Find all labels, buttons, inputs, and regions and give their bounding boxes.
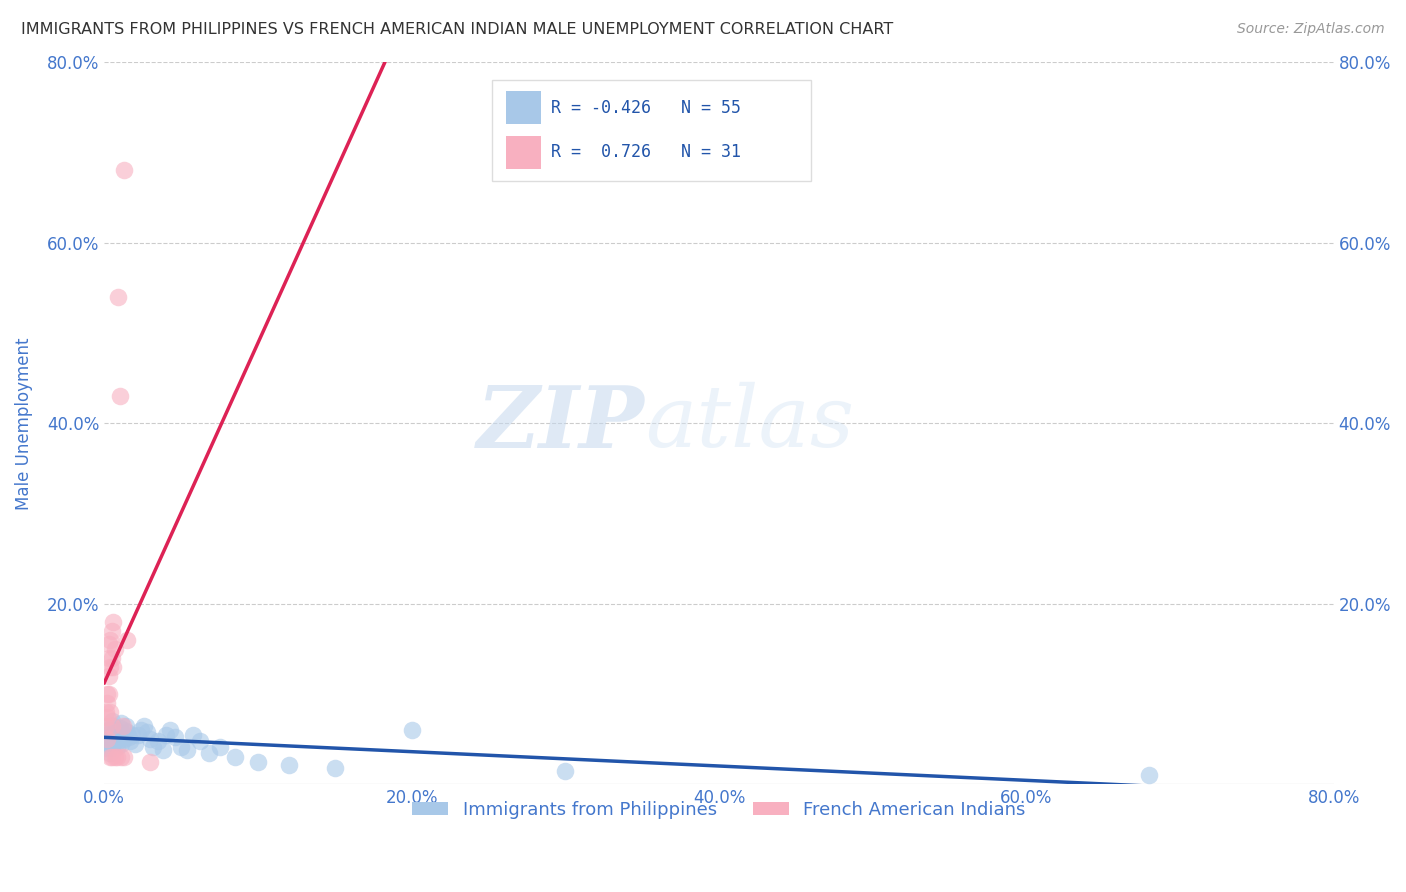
Point	[112, 750, 135, 764]
Point	[224, 750, 246, 764]
Point	[146, 734, 169, 748]
Point	[118, 731, 141, 745]
Text: Source: ZipAtlas.com: Source: ZipAtlas.com	[1237, 22, 1385, 37]
Y-axis label: Male Unemployment: Male Unemployment	[15, 337, 32, 509]
Point	[97, 687, 120, 701]
Point	[105, 739, 128, 754]
Point	[103, 660, 125, 674]
Point	[136, 725, 159, 739]
Point	[103, 719, 125, 733]
Point	[104, 642, 127, 657]
Text: atlas: atlas	[645, 382, 855, 465]
Point	[323, 761, 346, 775]
Point	[554, 764, 576, 778]
Point	[110, 737, 132, 751]
Point	[100, 746, 122, 760]
Point	[108, 731, 131, 745]
Point	[100, 705, 122, 719]
Point	[107, 290, 129, 304]
Point	[127, 728, 149, 742]
Point	[100, 750, 122, 764]
Point	[246, 755, 269, 769]
Point	[103, 737, 125, 751]
Point	[120, 734, 142, 748]
Point	[111, 719, 134, 733]
Point	[104, 723, 127, 738]
Point	[94, 705, 117, 719]
Point	[96, 687, 118, 701]
Point	[100, 632, 122, 647]
Point	[112, 732, 135, 747]
Point	[96, 709, 118, 723]
Point	[104, 734, 127, 748]
Point	[96, 741, 118, 756]
Point	[176, 743, 198, 757]
Point	[96, 728, 118, 742]
Point	[277, 757, 299, 772]
Bar	[506, 136, 541, 169]
Point	[101, 624, 124, 638]
Point	[108, 722, 131, 736]
Point	[111, 728, 134, 742]
Point	[108, 389, 131, 403]
Point	[96, 732, 118, 747]
Point	[97, 737, 120, 751]
Text: ZIP: ZIP	[477, 382, 645, 465]
Point	[104, 750, 127, 764]
Point	[142, 739, 165, 754]
Point	[163, 731, 186, 745]
Point	[134, 719, 156, 733]
Point	[188, 734, 211, 748]
Point	[139, 755, 162, 769]
Point	[105, 750, 128, 764]
Point	[101, 651, 124, 665]
Point	[1137, 768, 1160, 782]
Point	[124, 737, 146, 751]
Point	[112, 163, 135, 178]
Point	[97, 638, 120, 652]
Point	[97, 669, 120, 683]
Point	[152, 743, 174, 757]
Point	[101, 714, 124, 729]
Point	[197, 746, 219, 760]
Point	[94, 719, 117, 733]
Point	[94, 732, 117, 747]
Point	[105, 728, 128, 742]
Legend: Immigrants from Philippines, French American Indians: Immigrants from Philippines, French Amer…	[405, 794, 1033, 826]
Point	[208, 739, 231, 754]
Point	[114, 719, 136, 733]
Point	[97, 651, 120, 665]
Point	[155, 728, 177, 742]
Point	[401, 723, 423, 738]
Point	[103, 615, 125, 629]
Text: R = -0.426   N = 55: R = -0.426 N = 55	[551, 99, 741, 117]
Point	[101, 728, 124, 742]
Point	[159, 723, 181, 738]
Point	[129, 723, 152, 738]
Point	[110, 750, 132, 764]
Point	[183, 728, 205, 742]
Point	[117, 632, 139, 647]
Point	[101, 719, 124, 733]
Bar	[506, 91, 541, 124]
Point	[170, 739, 193, 754]
Text: R =  0.726   N = 31: R = 0.726 N = 31	[551, 144, 741, 161]
Point	[121, 728, 143, 742]
Point	[101, 741, 124, 756]
Point	[117, 725, 139, 739]
Point	[100, 732, 122, 747]
Point	[139, 732, 162, 747]
Point	[101, 750, 124, 764]
Point	[97, 723, 120, 738]
Text: IMMIGRANTS FROM PHILIPPINES VS FRENCH AMERICAN INDIAN MALE UNEMPLOYMENT CORRELAT: IMMIGRANTS FROM PHILIPPINES VS FRENCH AM…	[21, 22, 893, 37]
FancyBboxPatch shape	[492, 80, 811, 181]
Point	[107, 725, 129, 739]
Point	[96, 696, 118, 710]
Point	[112, 723, 135, 738]
Point	[110, 716, 132, 731]
Point	[100, 660, 122, 674]
Point	[107, 734, 129, 748]
